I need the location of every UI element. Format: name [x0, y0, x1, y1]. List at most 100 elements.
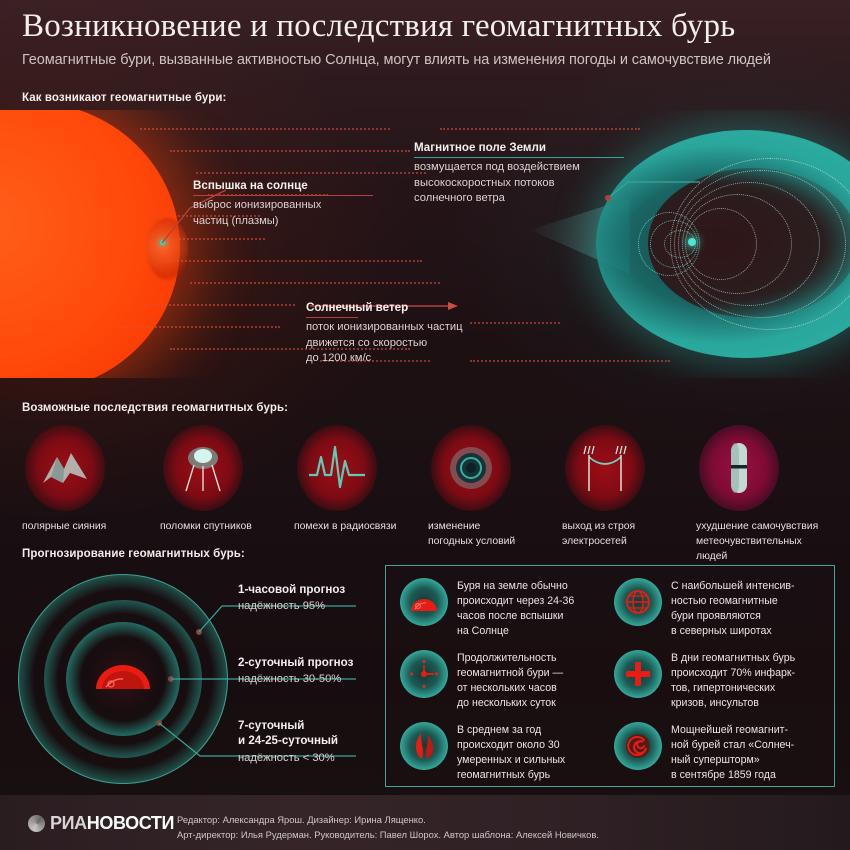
- field-line: [650, 220, 698, 268]
- credit-line-2: Арт-директор: Илья Рудерман. Руководител…: [177, 828, 599, 840]
- footer-credits: Редактор: Александра Ярош. Дизайнер: Ири…: [177, 813, 599, 842]
- footer: РИА НОВОСТИ Редактор: Александра Ярош. Д…: [0, 795, 850, 850]
- forecast-title: 7-суточный и 24-25-суточный: [238, 719, 338, 748]
- callout-title: Магнитное поле Земли: [414, 141, 546, 154]
- storm-dome-bubble: [400, 578, 448, 626]
- particle-stream: [170, 348, 410, 350]
- radio-wave-icon: [309, 445, 365, 489]
- fact-text: С наибольшей интенсив- ностью геомагнитн…: [671, 580, 795, 638]
- particle-stream: [120, 326, 280, 328]
- particle-stream: [440, 128, 640, 130]
- particle-stream: [162, 260, 422, 262]
- field-line: [664, 230, 696, 258]
- fact-text: В дни геомагнитных бурь происходит 70% и…: [671, 652, 796, 710]
- consequence-label: ухудшение самочувствия метеочувствительн…: [696, 521, 819, 563]
- forecast-core-icon: [96, 665, 150, 689]
- forecast-title: 1-часовой прогноз: [238, 583, 346, 596]
- flame-bubble: [400, 722, 448, 770]
- consequence-label: выход из строя электросетей: [562, 521, 636, 548]
- forecast-reliability: надёжность 30-50%: [238, 673, 342, 686]
- solar-earth-diagram: [0, 110, 850, 378]
- consequence-label: полярные сияния: [22, 521, 107, 532]
- forecast-node: [196, 629, 202, 635]
- radio-wave-bubble: [294, 425, 380, 511]
- capsule-bubble: [696, 425, 782, 511]
- satellite-icon: [185, 447, 221, 492]
- header: Возникновение и последствия геомагнитных…: [22, 8, 832, 68]
- consequence-aurora[interactable]: полярные сияния: [22, 425, 172, 534]
- forecast-reliability: надёжность 95%: [238, 600, 326, 613]
- fact-text: В среднем за год происходит около 30 уме…: [457, 724, 566, 782]
- medical-cross-bubble: [614, 650, 662, 698]
- particle-stream: [175, 238, 265, 240]
- fact-text: Мощнейшей геомагнит- ной бурей стал «Сол…: [671, 724, 795, 782]
- page-subtitle: Геомагнитные бури, вызванные активностью…: [22, 51, 771, 68]
- callout-solar-flare: Вспышка на солнце выброс ионизированных …: [193, 178, 373, 229]
- particle-stream: [145, 304, 295, 306]
- consequence-satellite[interactable]: поломки спутников: [160, 425, 310, 534]
- particle-stream: [190, 282, 440, 284]
- flare-anchor-dot-icon: [160, 240, 165, 245]
- forecast-item-2day: 2-суточный прогноз надёжность 30-50%: [238, 655, 388, 685]
- forecast-node: [156, 720, 162, 726]
- consequence-wellbeing[interactable]: ухудшение самочувствия метеочувствительн…: [696, 425, 846, 564]
- callout-solar-wind: Солнечный ветер поток ионизированных час…: [306, 300, 506, 367]
- spiral-icon: [626, 734, 650, 758]
- consequence-radio[interactable]: помехи в радиосвязи: [294, 425, 444, 534]
- cyclone-bubble: [428, 425, 514, 511]
- fact-text: Продолжительность геомагнитной бури — от…: [457, 652, 564, 710]
- capsule-icon: [731, 443, 747, 493]
- clock-icon: [409, 659, 439, 689]
- credit-line-1: Редактор: Александра Ярош. Дизайнер: Ири…: [177, 814, 426, 825]
- fact-superstorm-1859: Мощнейшей геомагнит- ной бурей стал «Сол…: [614, 722, 824, 783]
- forecast-diagram: 1-часовой прогноз надёжность 95% 2-суточ…: [0, 560, 380, 800]
- consequence-label: помехи в радиосвязи: [294, 521, 397, 532]
- fact-health-risk: В дни геомагнитных бурь происходит 70% и…: [614, 650, 824, 711]
- consequence-label: изменение погодных условий: [428, 521, 516, 548]
- callout-body: поток ионизированных частиц движется со …: [306, 320, 463, 365]
- particle-stream: [470, 360, 670, 362]
- earth-icon: [688, 238, 696, 246]
- callout-title: Солнечный ветер: [306, 301, 409, 314]
- ria-novosti-logo[interactable]: РИА НОВОСТИ: [28, 813, 174, 834]
- sun-flare-bump-icon: [146, 218, 188, 280]
- forecast-title: 2-суточный прогноз: [238, 656, 354, 669]
- spiral-bubble: [614, 722, 662, 770]
- logo-ria: РИА: [50, 813, 87, 833]
- globe-icon: [626, 590, 650, 614]
- aurora-icon: [43, 453, 87, 483]
- callout-body: возмущается под воздействием высокоскоро…: [414, 160, 580, 205]
- power-grid-bubble: [562, 425, 648, 511]
- section-title-forecast: Прогнозирование геомагнитных бурь:: [22, 548, 245, 560]
- fact-text: Буря на земле обычно происходит через 24…: [457, 580, 575, 638]
- forecast-reliability: надёжность < 30%: [238, 751, 335, 764]
- satellite-bubble: [160, 425, 246, 511]
- consequence-label: поломки спутников: [160, 521, 252, 532]
- globe-bubble: [614, 578, 662, 626]
- logo-novosti: НОВОСТИ: [86, 813, 175, 833]
- callout-rule: [414, 156, 624, 158]
- ria-swirl-icon: [28, 815, 45, 832]
- section-title-consequences: Возможные последствия геомагнитных бурь:: [22, 402, 289, 414]
- power-grid-icon: [583, 445, 627, 491]
- forecast-item-1hour: 1-часовой прогноз надёжность 95%: [238, 582, 388, 612]
- particle-stream: [196, 172, 426, 174]
- callout-rule: [306, 316, 358, 318]
- callout-earth-magnetic-field: Магнитное поле Земли возмущается под воз…: [414, 140, 624, 207]
- flame-icon: [415, 733, 434, 759]
- consequence-weather[interactable]: изменение погодных условий: [428, 425, 578, 549]
- aurora-bubble: [22, 425, 108, 511]
- clock-bubble: [400, 650, 448, 698]
- particle-stream: [140, 128, 390, 130]
- fact-duration: Продолжительность геомагнитной бури — от…: [400, 650, 610, 711]
- field-line: [638, 212, 700, 276]
- facts-box: Буря на земле обычно происходит через 24…: [385, 565, 835, 787]
- section-title-how: Как возникают геомагнитные бури:: [22, 92, 227, 104]
- callout-rule: [193, 194, 373, 196]
- consequence-power-grid[interactable]: выход из строя электросетей: [562, 425, 712, 549]
- fact-yearly-count: В среднем за год происходит около 30 уме…: [400, 722, 610, 783]
- forecast-item-7day: 7-суточный и 24-25-суточный надёжность <…: [238, 718, 388, 764]
- forecast-node: [168, 676, 174, 682]
- cyclone-icon: [450, 447, 492, 489]
